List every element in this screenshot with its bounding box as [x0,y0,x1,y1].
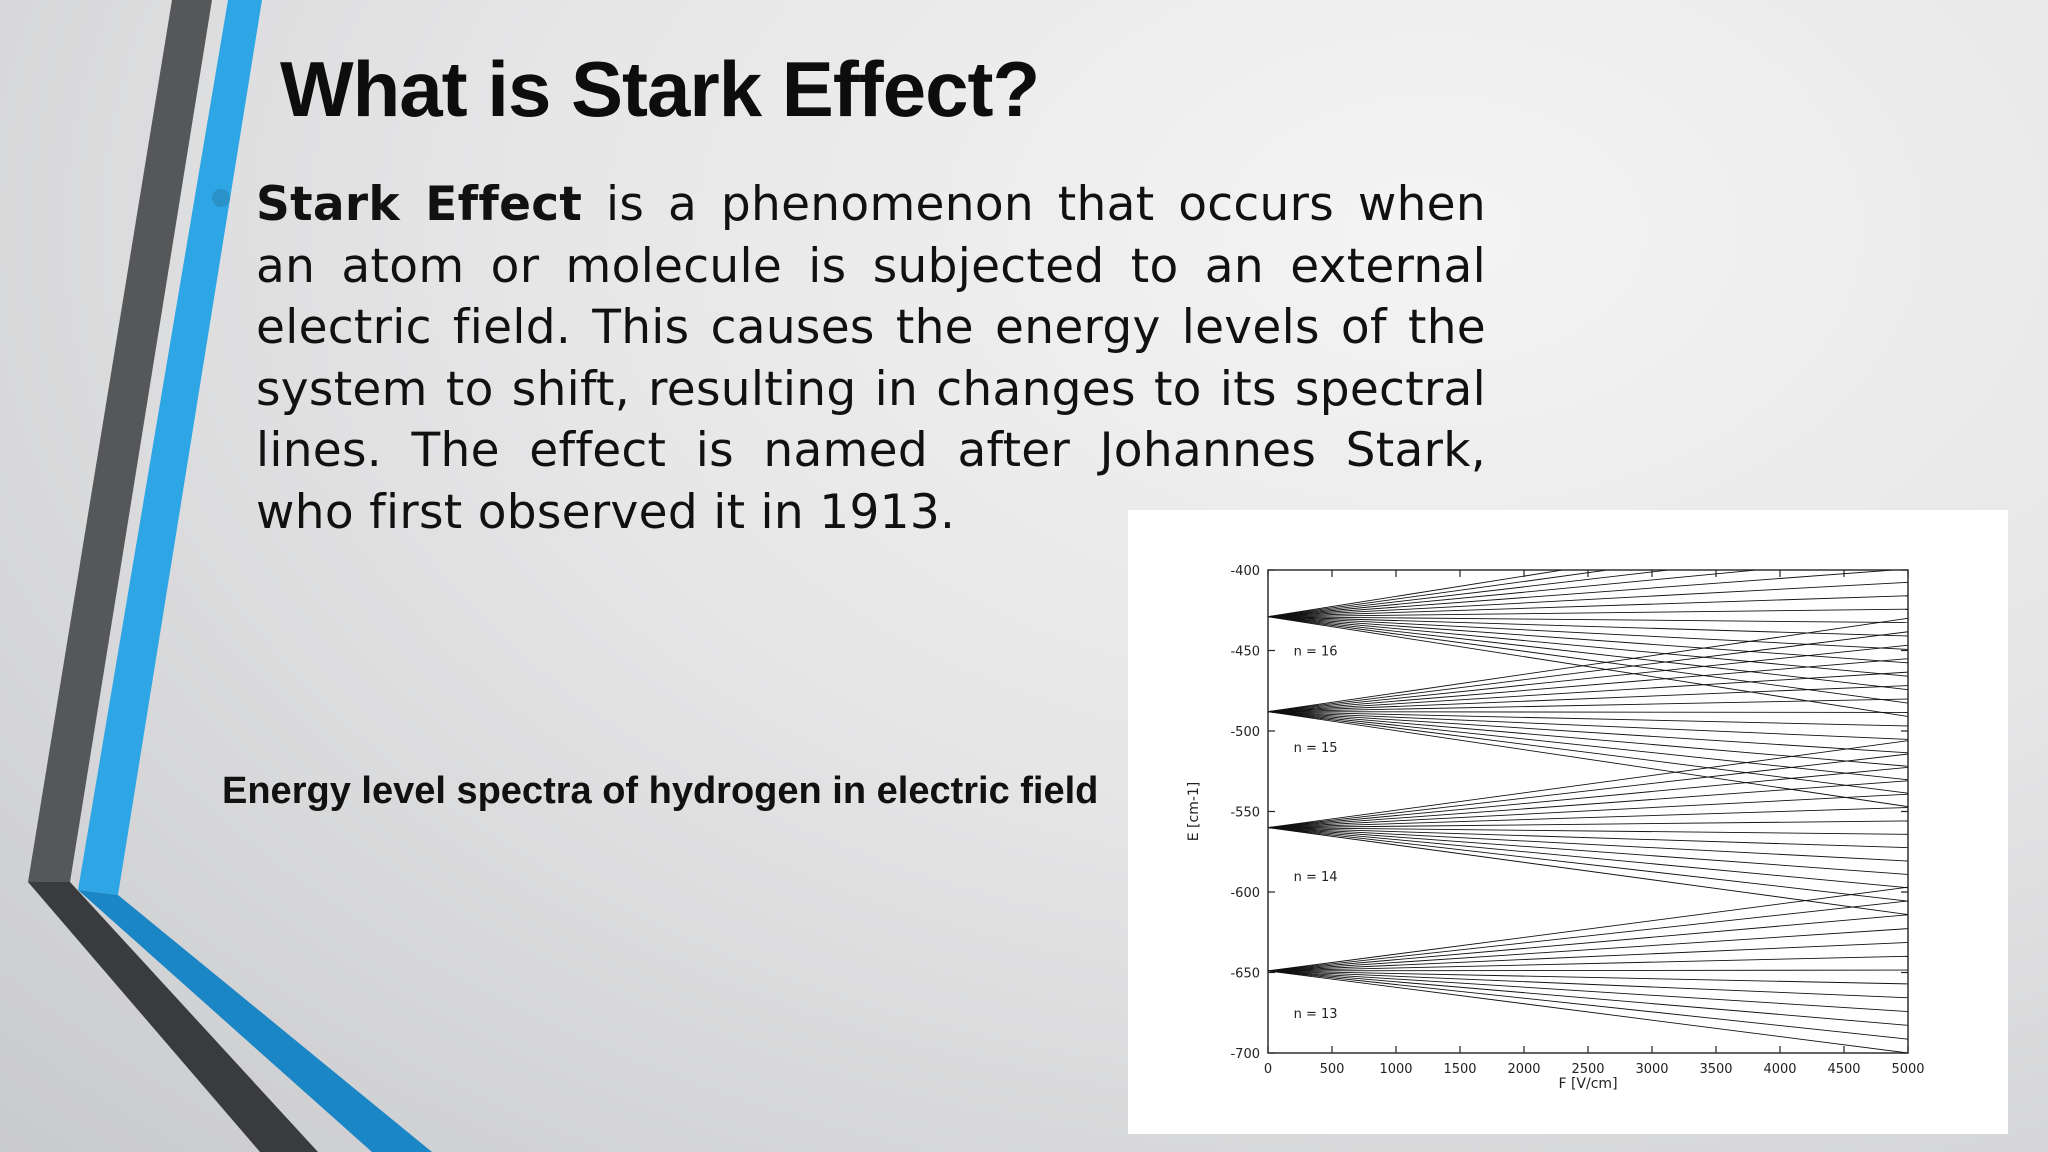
stark-line-n14-3 [1268,827,1908,875]
stark-line-n13-12 [1268,886,1908,972]
stark-line-n13-10 [1268,914,1908,972]
stark-line-n15-13 [1268,631,1908,713]
x-tick-label: 4000 [1763,1062,1796,1077]
stark-line-n13-9 [1268,928,1908,972]
stark-line-n15-9 [1268,685,1908,713]
stark-line-n13-5 [1268,970,1908,985]
slide-title: What is Stark Effect? [280,45,1040,133]
stark-line-n14-12 [1268,753,1908,829]
stark-line-n14-7 [1268,820,1908,829]
x-tick-label: 2000 [1507,1062,1540,1077]
stark-line-n13-2 [1268,970,1908,1026]
stark-line-n16-12 [1268,570,1762,618]
blue-stripe [78,0,262,895]
y-tick-label: -600 [1230,886,1260,901]
stark-line-n15-11 [1268,658,1908,713]
x-tick-label: 2500 [1571,1062,1604,1077]
y-tick-label: -450 [1230,645,1260,660]
stark-line-n16-11 [1268,570,1900,618]
body-text: is a phenomenon that occurs when an atom… [256,177,1486,540]
stark-line-n15-14 [1268,617,1908,713]
x-tick-label: 4500 [1827,1062,1860,1077]
stark-line-n16-5 [1268,616,1908,650]
stark-line-n15-6 [1268,711,1908,727]
y-tick-label: -500 [1230,725,1260,740]
dark-bottom-stripe [28,882,318,1152]
y-axis-label: E [cm-1] [1186,782,1202,842]
x-tick-label: 500 [1320,1062,1345,1077]
stark-line-n15-3 [1268,711,1908,767]
stark-line-n14-2 [1268,827,1908,889]
stark-line-n16-8 [1268,608,1908,618]
series-group [1268,570,1908,1053]
stark-line-n14-6 [1268,827,1908,835]
x-tick-label: 5000 [1891,1062,1924,1077]
stark-line-n16-6 [1268,616,1908,637]
figure-panel: -400 -450 -500 -550 -600 -650 -700 0 500 1000 1500… [1128,510,2008,1134]
stark-line-n13-11 [1268,900,1908,972]
stark-line-n15-10 [1268,671,1908,713]
stark-line-n14-0 [1268,827,1908,915]
stark-line-n14-10 [1268,780,1908,829]
x-tick-label: 0 [1264,1062,1272,1077]
body-paragraph: Stark Effect is a phenomenon that occurs… [256,174,1486,543]
manifold-label: n = 16 [1294,645,1338,660]
x-tick-label: 3500 [1699,1062,1732,1077]
manifold-label: n = 13 [1294,1007,1338,1022]
stark-line-n13-3 [1268,970,1908,1012]
stark-line-n15-2 [1268,711,1908,781]
stark-line-n16-15 [1268,570,1566,618]
stark-line-n15-7 [1268,711,1908,713]
y-tick-label: -400 [1230,564,1260,579]
stark-line-n16-10 [1268,581,1908,618]
stark-line-n15-1 [1268,711,1908,794]
stark-line-n13-0 [1268,970,1908,1053]
stark-line-n15-8 [1268,698,1908,713]
stark-line-n13-6 [1268,969,1908,972]
stark-line-n16-1 [1268,616,1908,704]
stark-line-n14-4 [1268,827,1908,862]
stark-line-n14-13 [1268,740,1908,829]
stark-line-n14-8 [1268,807,1908,829]
manifold-label: n = 14 [1294,870,1338,885]
stark-line-n15-4 [1268,711,1908,754]
stark-line-n15-5 [1268,711,1908,740]
stark-line-n13-8 [1268,941,1908,972]
stark-line-n16-2 [1268,616,1908,691]
figure-caption: Energy level spectra of hydrogen in elec… [222,770,1099,812]
stark-line-n14-1 [1268,827,1908,902]
body-bold-term: Stark Effect [256,177,583,232]
stark-line-n16-4 [1268,616,1908,664]
stark-line-n14-9 [1268,793,1908,829]
x-axis-label: F [V/cm] [1558,1076,1617,1092]
y-tick-label: -550 [1230,806,1260,821]
bullet-dot [212,189,230,207]
stark-line-n15-0 [1268,711,1908,808]
stark-chart: -400 -450 -500 -550 -600 -650 -700 0 500 1000 1500… [1186,564,1925,1092]
manifold-label: n = 15 [1294,741,1338,756]
stark-line-n13-1 [1268,970,1908,1040]
x-tick-label: 1000 [1379,1062,1412,1077]
stark-line-n14-11 [1268,766,1908,829]
gray-stripe [28,0,212,882]
stark-line-n13-7 [1268,955,1908,972]
stark-line-n16-9 [1268,595,1908,618]
x-tick-label: 3000 [1635,1062,1668,1077]
y-tick-label: -700 [1230,1047,1260,1062]
stark-line-n13-4 [1268,970,1908,999]
blue-bottom-stripe [78,890,432,1152]
x-tick-label: 1500 [1443,1062,1476,1077]
plot-frame [1267,569,1909,1054]
stark-line-n16-7 [1268,616,1908,624]
stark-line-n16-0 [1268,616,1908,717]
y-tick-label: -650 [1230,967,1260,982]
stark-line-n14-5 [1268,827,1908,849]
stark-line-n15-12 [1268,644,1908,713]
stark-line-n16-13 [1268,570,1673,618]
stark-line-n16-3 [1268,616,1908,677]
